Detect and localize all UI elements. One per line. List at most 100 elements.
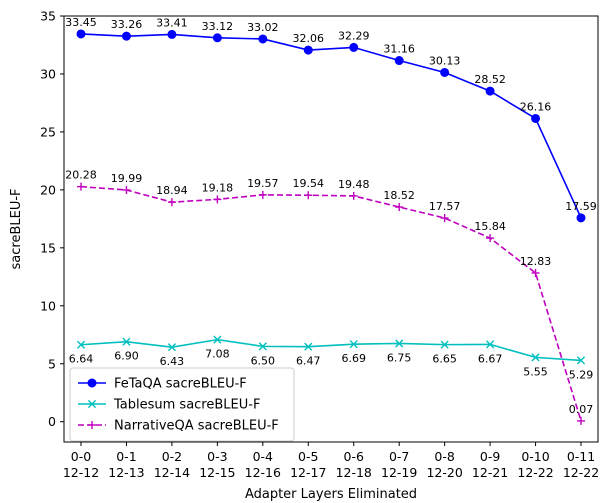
x-tick-label: 0-7 (389, 449, 409, 464)
data-point (485, 86, 495, 96)
data-point (303, 45, 313, 55)
data-label: 33.41 (156, 16, 188, 29)
data-label: 19.54 (293, 177, 325, 190)
data-label: 17.57 (429, 200, 461, 213)
data-point (577, 416, 585, 425)
data-point (167, 29, 177, 39)
data-point (576, 213, 586, 223)
x-tick-label: 12-15 (199, 465, 235, 480)
data-label: 6.69 (341, 352, 366, 365)
marker-stroke (485, 340, 495, 349)
marker-stroke (122, 337, 131, 346)
data-point (349, 191, 358, 200)
data-label: 19.99 (111, 172, 143, 185)
data-label: 5.29 (569, 368, 594, 381)
legend-entry: Tablesum sacreBLEU-F (113, 398, 260, 413)
data-point (576, 356, 586, 365)
data-label: 6.67 (478, 352, 503, 365)
data-label: 26.16 (520, 100, 552, 113)
data-point (440, 340, 449, 349)
x-tick-label: 12-16 (245, 465, 281, 480)
data-point (213, 335, 222, 344)
x-tick-label: 12-21 (472, 465, 508, 480)
series: 33.45 33.26 33.41 33.12 33.02 32.06 32.29 31.16… (65, 16, 597, 223)
data-label: 15.84 (474, 220, 506, 233)
y-tick-label: 5 (48, 356, 56, 371)
data-point (304, 342, 313, 351)
data-label: 6.65 (432, 353, 457, 366)
x-tick-label: 12-20 (426, 465, 462, 480)
series: 6.64 6.90 6.43 7.08 6.50 6.47 6.69 6.75 6.65 6.67… (69, 335, 594, 381)
data-label: 28.52 (474, 73, 506, 86)
series-line (80, 33, 582, 219)
series: 20.28 19.99 18.94 19.18 19.57 19.54 19.48 18.52… (65, 169, 593, 425)
data-point (440, 67, 450, 77)
data-point (167, 343, 177, 352)
legend-entry: NarrativeQA sacreBLEU-F (114, 419, 279, 434)
marker-stroke (87, 399, 97, 409)
y-tick-label: 25 (40, 124, 56, 139)
data-label: 5.55 (523, 365, 548, 378)
data-label: 19.48 (338, 178, 370, 191)
data-label: 6.47 (296, 355, 321, 368)
marker-stroke (167, 343, 177, 352)
data-label: 20.28 (65, 169, 97, 182)
data-label: 6.90 (114, 350, 139, 363)
data-label: 32.29 (338, 29, 370, 42)
data-label: 19.57 (247, 177, 279, 190)
data-point (88, 421, 96, 429)
data-point (212, 33, 222, 43)
x-tick-label: 0-10 (521, 449, 549, 464)
x-tick-label: 12-19 (381, 465, 417, 480)
x-tick-label: 12-13 (108, 465, 144, 480)
y-tick-label: 20 (40, 182, 56, 197)
data-label: 18.94 (156, 184, 188, 197)
x-tick-label: 0-5 (298, 449, 318, 464)
data-point (304, 191, 313, 200)
marker-stroke (576, 356, 586, 365)
data-point (213, 195, 222, 204)
data-point (76, 29, 86, 39)
y-tick-label: 35 (40, 9, 56, 24)
data-point (440, 214, 449, 223)
series-line (80, 338, 582, 362)
data-point (531, 268, 540, 277)
data-label: 18.52 (383, 189, 415, 202)
y-tick-label: 0 (48, 414, 56, 429)
x-tick-label: 0-8 (434, 449, 454, 464)
plot-frame (63, 15, 599, 443)
x-tick-label: 0-3 (207, 449, 227, 464)
x-tick-label: 12-22 (563, 465, 599, 480)
data-point (531, 113, 541, 123)
data-label: 33.12 (202, 20, 234, 33)
legend-entry: FeTaQA sacreBLEU-F (114, 377, 247, 392)
data-point (349, 42, 359, 52)
x-tick-label: 12-17 (290, 465, 326, 480)
data-label: 33.02 (247, 21, 279, 34)
y-axis-label: sacreBLEU-F (9, 188, 24, 269)
x-axis-label: Adapter Layers Eliminated (245, 487, 417, 502)
data-label: 31.16 (383, 43, 415, 56)
data-point (167, 198, 176, 207)
series-line (80, 185, 582, 422)
legend-box (69, 367, 295, 442)
y-tick-label: 15 (40, 240, 56, 255)
data-point (87, 378, 97, 388)
data-label: 19.18 (202, 181, 234, 194)
marker-stroke (258, 342, 267, 351)
x-tick-label: 0-2 (162, 449, 182, 464)
x-tick-label: 12-12 (63, 465, 99, 480)
data-point (349, 340, 358, 349)
data-label: 7.08 (205, 348, 230, 361)
data-point (122, 185, 131, 194)
data-point (486, 234, 495, 243)
legend: FeTaQA sacreBLEU-F Tablesum sacreBLEU-F Na… (69, 367, 295, 442)
data-point (485, 340, 495, 349)
x-tick-label: 12-18 (336, 465, 372, 480)
marker-stroke (304, 342, 313, 351)
data-label: 33.45 (65, 16, 97, 29)
data-label: 0.07 (569, 403, 594, 416)
data-label: 12.83 (520, 255, 552, 268)
data-point (531, 353, 540, 362)
